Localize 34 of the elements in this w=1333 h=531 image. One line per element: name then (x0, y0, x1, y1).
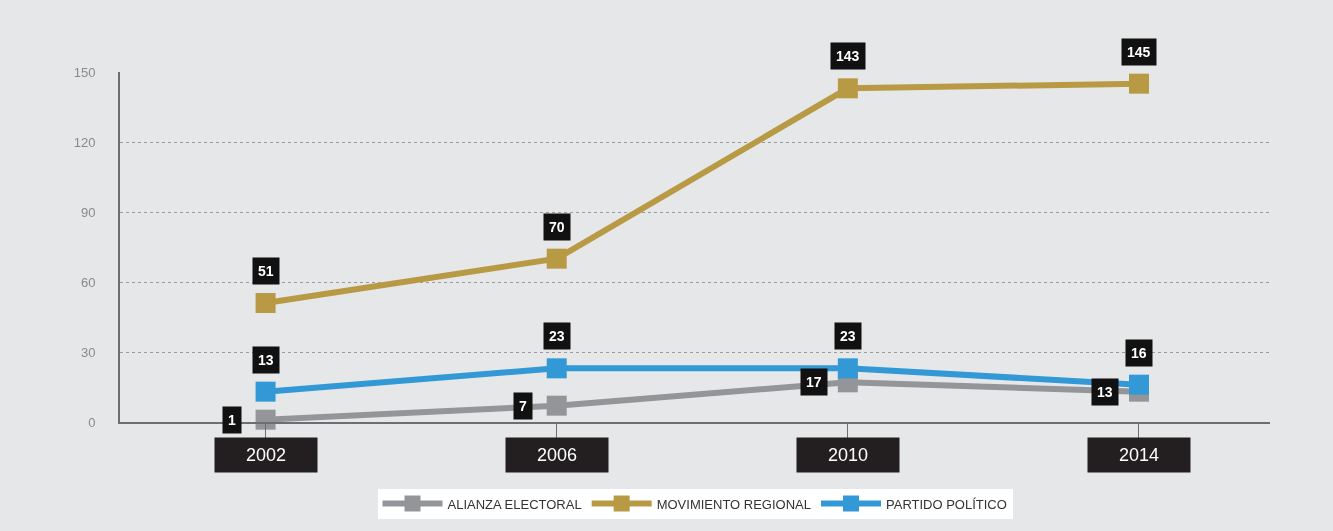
data-label: 13 (258, 352, 274, 368)
x-tick-label: 2010 (827, 445, 869, 465)
legend-label: ALIANZA ELECTORAL (447, 496, 582, 512)
data-label: 23 (840, 328, 856, 344)
data-label: 7 (519, 398, 527, 414)
data-label: 16 (1131, 345, 1147, 361)
y-tick-label: 60 (80, 274, 96, 290)
data-label: 70 (549, 219, 565, 235)
legend-label: MOVIMIENTO REGIONAL (656, 496, 811, 512)
x-tick-label: 2006 (536, 445, 578, 465)
y-tick-label: 90 (80, 204, 96, 220)
data-label: 17 (806, 374, 822, 390)
x-tick-label: 2014 (1118, 445, 1160, 465)
data-label: 1 (228, 412, 236, 428)
data-label: 145 (1127, 44, 1151, 60)
point (546, 248, 567, 269)
data-label: 143 (836, 48, 860, 64)
data-label: 23 (549, 328, 565, 344)
legend-label: PARTIDO POLÍTICO (886, 496, 1007, 512)
y-tick-label: 0 (88, 414, 96, 430)
y-tick-label: 150 (73, 64, 96, 80)
y-tick-label: 30 (80, 344, 96, 360)
point (546, 358, 567, 379)
point (1128, 374, 1149, 395)
y-tick-label: 120 (73, 134, 96, 150)
point (837, 78, 858, 99)
point (255, 293, 276, 313)
point (546, 395, 567, 416)
point (255, 381, 276, 402)
point (1128, 73, 1149, 94)
data-label: 13 (1097, 384, 1113, 400)
point (837, 358, 858, 379)
x-tick-label: 2002 (245, 445, 287, 465)
data-label: 51 (258, 263, 274, 279)
